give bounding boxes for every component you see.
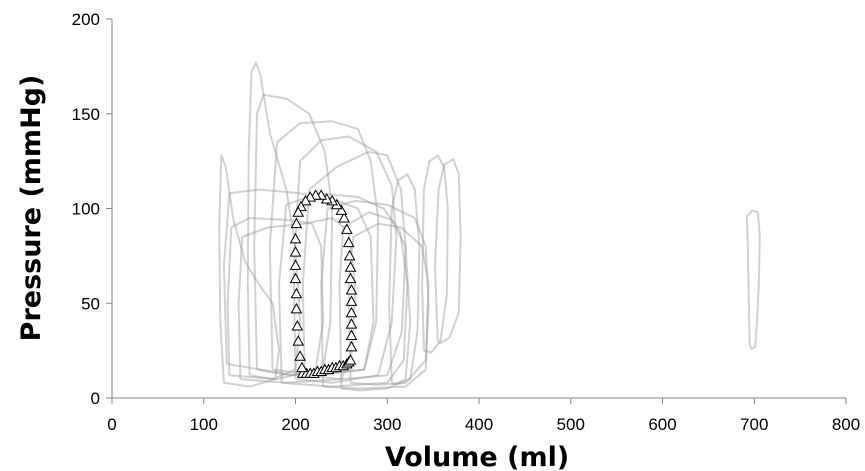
y-tick-label: 50 [81,294,100,313]
y-tick-label: 0 [91,389,100,408]
pv-loop-line [434,158,462,344]
triangle-marker [290,287,303,299]
triangle-marker [335,204,348,215]
triangle-marker [290,217,303,229]
x-axis-title: Volume (ml) [385,442,569,471]
triangle-marker [344,272,357,284]
triangle-marker [345,318,358,329]
pv-loop-line [246,61,302,381]
x-tick-label: 500 [557,415,585,434]
x-tick-label: 600 [648,415,676,434]
triangle-marker [343,249,356,261]
pv-loop-line [218,154,280,388]
triangle-marker [345,295,358,306]
x-tick-label: 400 [465,415,493,434]
triangle-marker [292,206,305,217]
x-tick-label: 0 [107,415,116,434]
triangle-marker [291,319,304,331]
triangle-marker [345,306,358,318]
triangle-marker [345,283,358,295]
triangle-marker [345,340,358,352]
y-axis-title: Pressure (mmHg) [16,75,47,342]
pv-loop-line [320,199,430,390]
pv-loop-line [338,211,412,392]
pv-loops [218,61,761,392]
triangle-marker [341,223,353,234]
triangle-marker [299,194,312,206]
pv-loop-line [347,222,430,386]
triangle-marker [289,232,302,244]
triangle-marker [344,354,357,365]
triangle-marker [292,335,305,346]
ticks: 0 50 100 150 200 0 100 200 300 400 500 600 700 800 [72,10,861,434]
triangle-marker [338,211,350,223]
pv-loop-line [388,173,421,386]
triangle-marker [289,246,302,257]
y-tick-label: 150 [72,105,100,124]
x-tick-label: 300 [373,415,401,434]
pv-loop-line [278,192,409,388]
triangle-marker [289,272,302,284]
triangle-marker [296,361,308,373]
triangle-marker [289,259,302,270]
pv-loop-line [268,120,380,377]
x-tick-label: 100 [190,415,218,434]
triangle-markers [289,189,358,378]
pv-loop-line [421,154,449,354]
triangle-marker [290,302,303,314]
triangle-marker [345,329,358,340]
pv-loop-line [237,217,357,384]
x-tick-label: 800 [832,415,860,434]
triangle-marker [344,261,357,272]
x-tick-label: 700 [740,415,768,434]
y-tick-label: 200 [72,10,100,29]
pv-loop-line [745,209,761,350]
triangle-marker [294,350,306,361]
pv-loop-line [222,188,375,377]
y-tick-label: 100 [72,200,100,219]
triangle-marker [342,236,355,248]
x-tick-label: 200 [281,415,309,434]
pv-loop-line [292,135,398,384]
